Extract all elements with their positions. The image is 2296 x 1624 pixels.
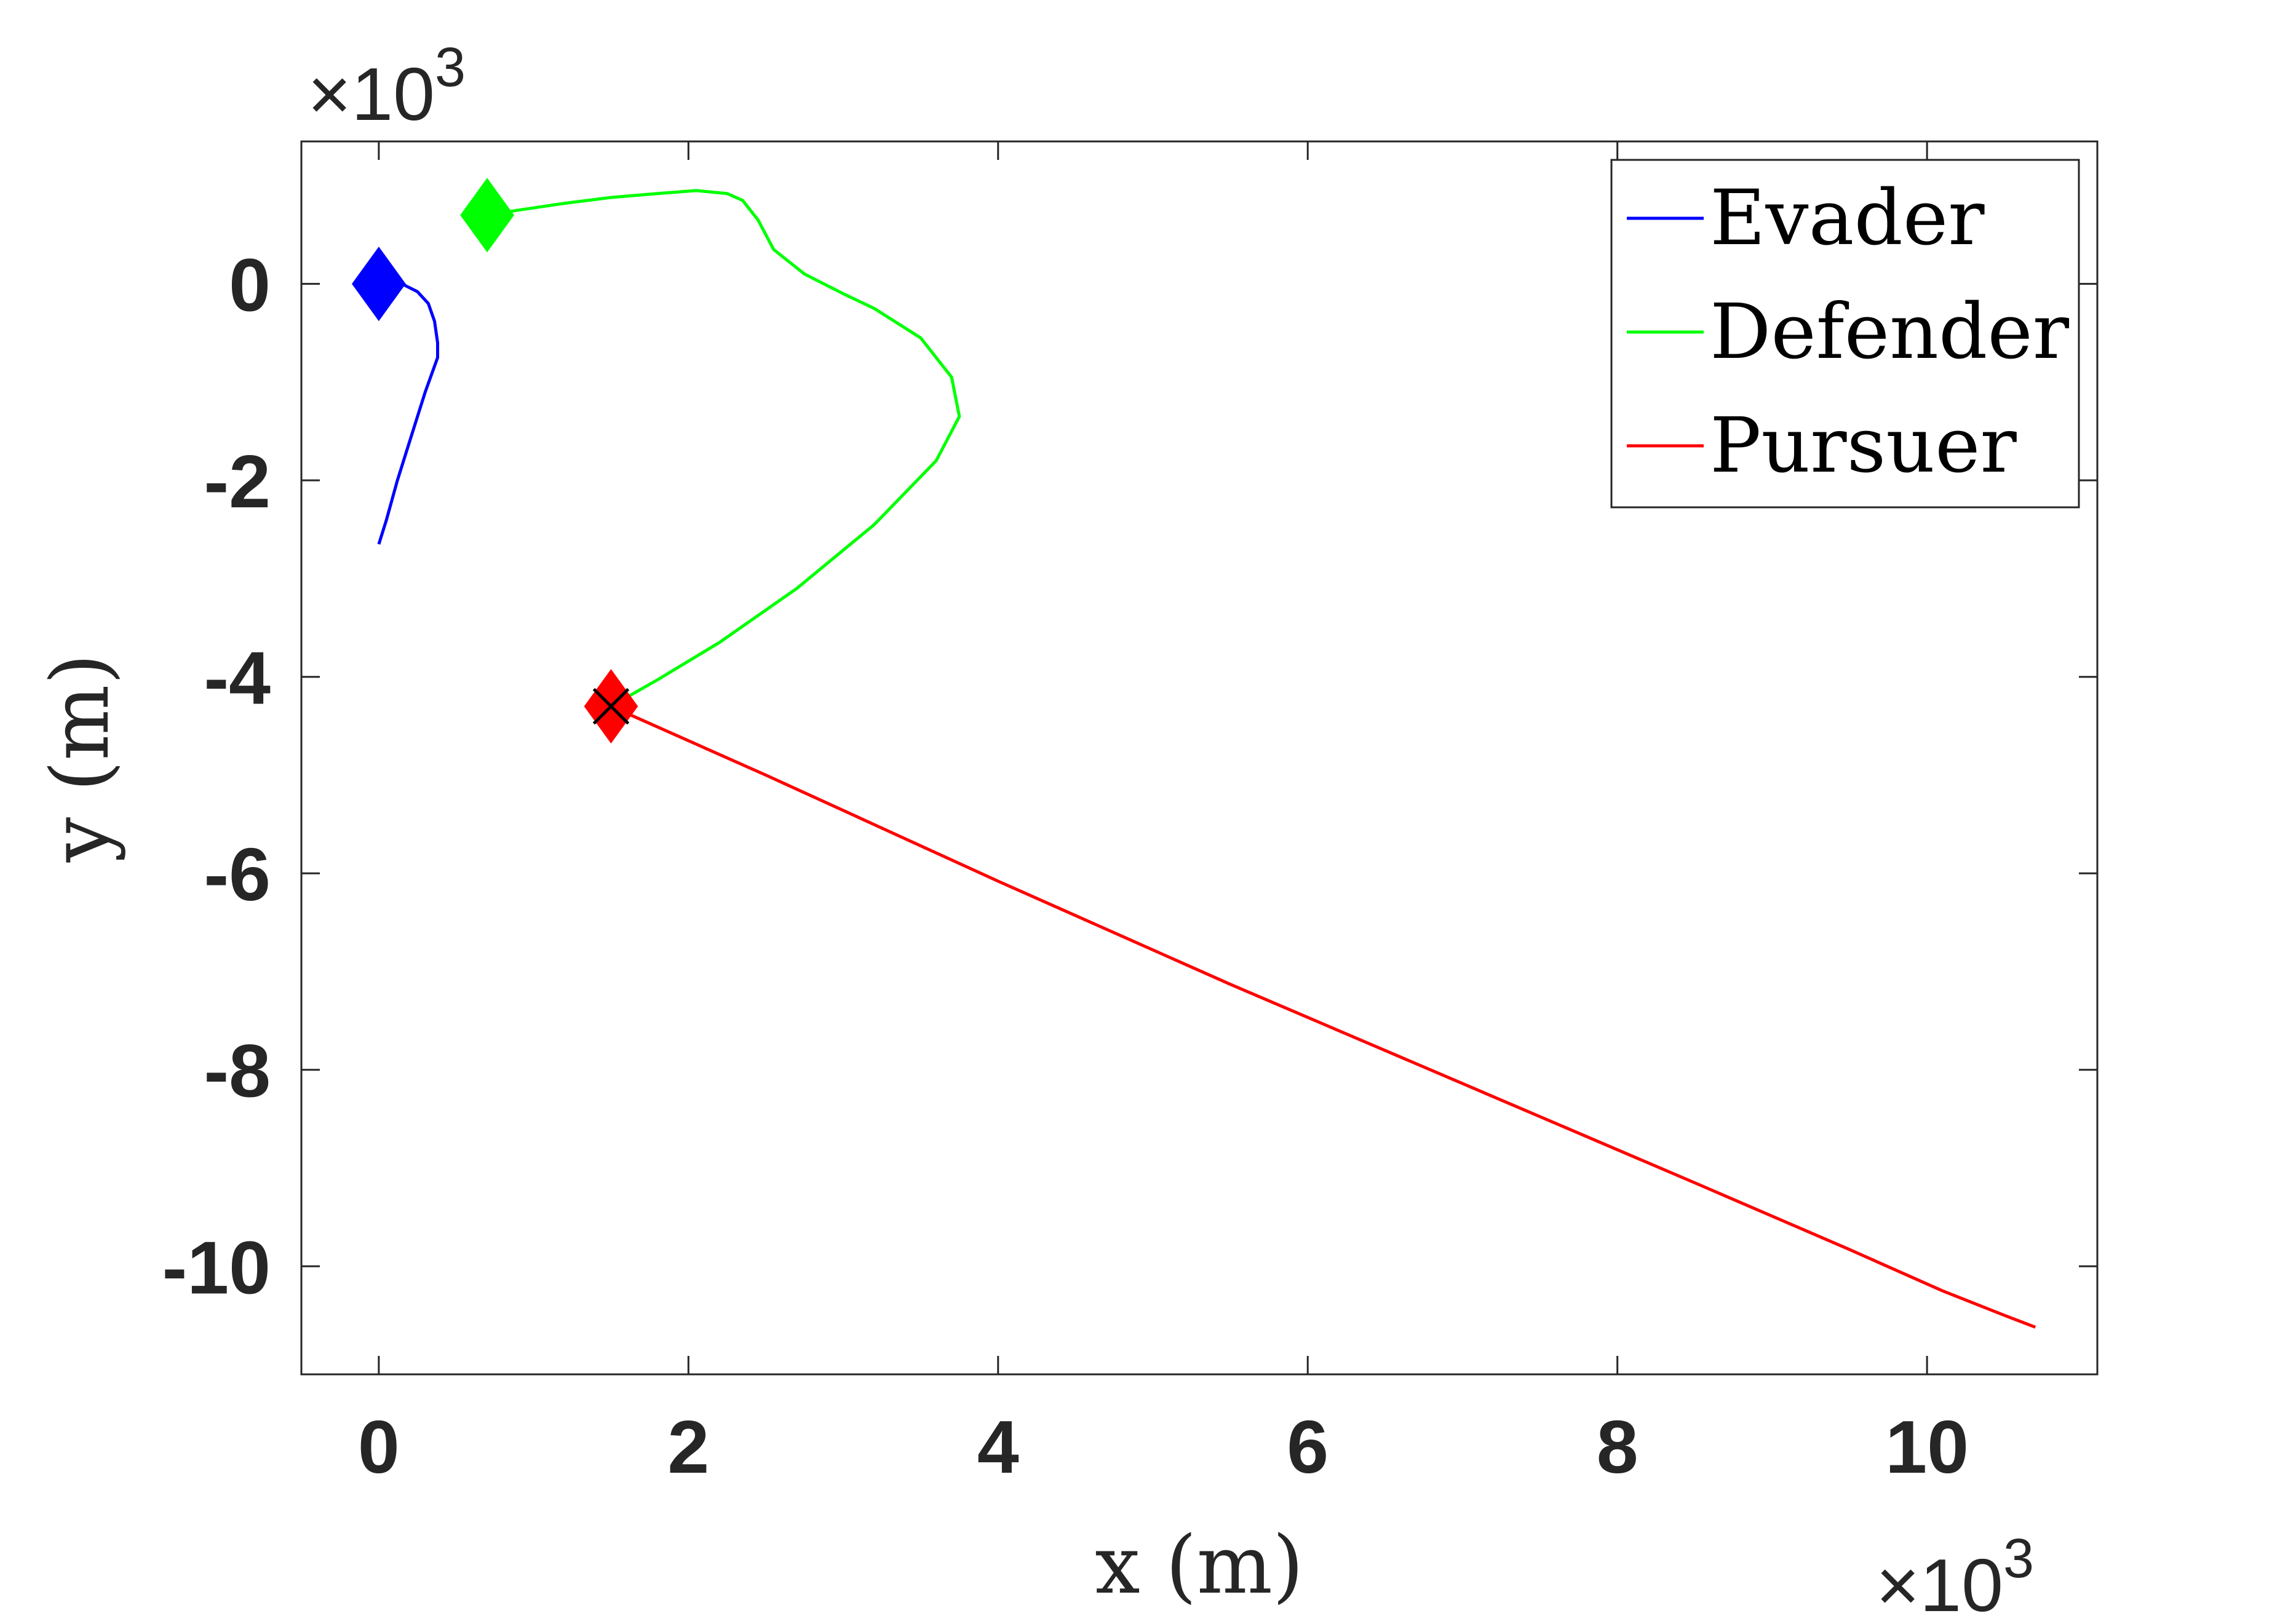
y-tick-label: -6 (204, 833, 271, 916)
legend-label-pursuer: Pursuer (1710, 402, 2017, 490)
x-tick-label: 4 (977, 1405, 1019, 1489)
y-tick-label: -8 (204, 1029, 271, 1113)
start-marker-evader (352, 247, 406, 322)
y-tick-label: -10 (162, 1226, 271, 1309)
axes: 0 2 4 6 8 10 0 -2 -4 -6 -8 -10 (162, 140, 2099, 1489)
y-multiplier-label: ×103 (308, 37, 466, 136)
x-tick-label: 6 (1287, 1405, 1329, 1489)
y-tick-label: 0 (229, 244, 271, 327)
series-line-defender (487, 189, 961, 708)
series-line-pursuer (610, 705, 2036, 1329)
y-axis-label: y (m) (33, 654, 127, 863)
plot-area (352, 178, 2036, 1329)
x-tick-label: 8 (1597, 1405, 1639, 1489)
series-line-evader (377, 282, 439, 545)
y-tick-label: -2 (204, 440, 271, 523)
x-tick-label: 0 (358, 1405, 400, 1489)
x-tick-label: 2 (667, 1405, 709, 1489)
x-tick-label: 10 (1885, 1405, 1969, 1489)
legend-label-defender: Defender (1710, 288, 2070, 376)
legend: Evader Defender Pursuer (1610, 159, 2080, 509)
axis-labels: ×103 ×103 x (m) y (m) (33, 37, 2034, 1624)
start-marker-defender (460, 178, 514, 253)
y-tick-label: -4 (204, 636, 271, 720)
legend-label-evader: Evader (1710, 174, 1985, 263)
axes-box (300, 140, 2099, 1376)
x-axis-label: x (m) (1095, 1518, 1303, 1612)
x-multiplier-label: ×103 (1876, 1528, 2034, 1624)
capture-marker (592, 687, 630, 725)
